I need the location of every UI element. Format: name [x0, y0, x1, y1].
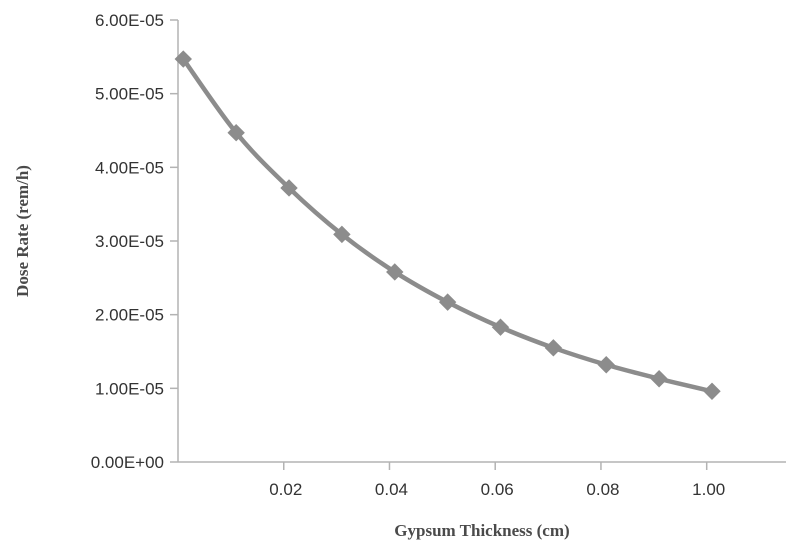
- y-tick-label: 3.00E-05: [95, 232, 164, 251]
- data-point-diamond: [491, 318, 510, 336]
- data-point-diamond: [174, 50, 192, 68]
- y-tick-label: 4.00E-05: [95, 158, 164, 177]
- y-tick-label: 0.00E+00: [91, 453, 164, 472]
- y-tick-label: 5.00E-05: [95, 85, 164, 104]
- axes-group: [177, 20, 786, 463]
- data-point-diamond: [386, 263, 404, 281]
- x-tick-label: 0.06: [481, 480, 514, 499]
- y-tick-label: 6.00E-05: [95, 11, 164, 30]
- data-point-diamond: [438, 293, 457, 311]
- data-point-diamond: [650, 370, 668, 388]
- series-layer: [174, 50, 721, 400]
- x-tick-label: 0.08: [586, 480, 619, 499]
- data-point-diamond: [227, 124, 245, 142]
- x-tick-label: 0.02: [269, 480, 302, 499]
- x-axis-title: Gypsum Thickness (cm): [394, 521, 569, 540]
- y-tick-label: 2.00E-05: [95, 306, 164, 325]
- x-tick-label: 0.04: [375, 480, 408, 499]
- data-point-diamond: [597, 356, 615, 374]
- data-point-diamond: [333, 225, 351, 244]
- y-tick-label: 1.00E-05: [95, 379, 164, 398]
- data-point-diamond: [544, 339, 563, 357]
- y-axis-title: Dose Rate (rem/h): [13, 165, 32, 297]
- y-ticks-group: 0.00E+00 1.00E-05 2.00E-05 3.00E-05 4.00E-05…: [91, 11, 178, 472]
- x-tick-label: 1.00: [692, 480, 725, 499]
- series-line: [181, 56, 715, 394]
- x-ticks-group: 0.02 0.04 0.06 0.08 1.00: [269, 462, 725, 499]
- data-point-diamond: [280, 179, 298, 197]
- data-point-diamond: [703, 382, 721, 400]
